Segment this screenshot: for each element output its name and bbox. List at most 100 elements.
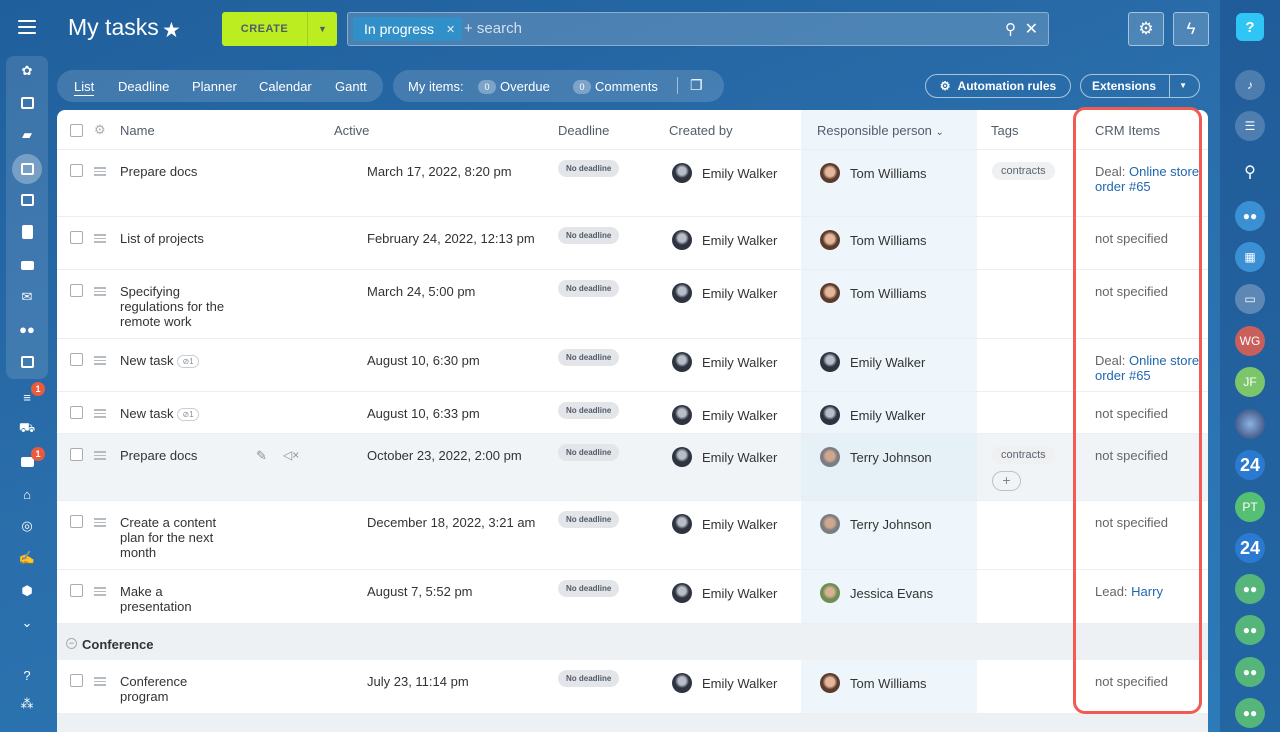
created-by[interactable]: Emily Walker xyxy=(702,676,778,691)
filter-chip[interactable]: In progress ✕ xyxy=(353,17,463,41)
deadline-badge[interactable]: No deadline xyxy=(558,280,620,297)
responsible-person[interactable]: Tom Williams xyxy=(850,233,927,248)
row-checkbox[interactable] xyxy=(70,584,83,597)
avatar-pt[interactable]: PT xyxy=(1235,492,1265,522)
mail-icon[interactable]: ✉ xyxy=(21,289,33,304)
drag-handle-icon[interactable] xyxy=(94,587,106,596)
tag-badge[interactable]: contracts xyxy=(992,162,1055,180)
table-row[interactable]: New task ⊘1 August 10, 6:33 pm No deadlin… xyxy=(57,392,1208,434)
crm-link[interactable]: Online store order #65 xyxy=(1095,164,1200,194)
avatar[interactable] xyxy=(820,514,840,534)
deadline-badge[interactable]: No deadline xyxy=(558,349,620,366)
avatar[interactable] xyxy=(672,352,692,372)
bell-icon[interactable]: ♪ xyxy=(1235,70,1265,100)
created-by[interactable]: Emily Walker xyxy=(702,233,778,248)
task-name[interactable]: New task ⊘1 xyxy=(120,406,199,421)
feed-icon[interactable]: ✿ xyxy=(21,63,33,78)
col-created-by[interactable]: Created by xyxy=(669,123,733,138)
avatar[interactable] xyxy=(820,283,840,303)
task-name[interactable]: Make a presentation xyxy=(120,584,192,614)
deadline-badge[interactable]: No deadline xyxy=(558,511,620,528)
deadline-badge[interactable]: No deadline xyxy=(558,444,620,461)
table-row[interactable]: Specifying regulations for the remote wo… xyxy=(57,270,1208,339)
responsible-person[interactable]: Jessica Evans xyxy=(850,586,934,601)
avatar[interactable] xyxy=(1235,409,1265,439)
row-checkbox[interactable] xyxy=(70,284,83,297)
search-icon[interactable]: ⚲ xyxy=(1005,21,1016,38)
responsible-person[interactable]: Tom Williams xyxy=(850,676,927,691)
deadline-badge[interactable]: No deadline xyxy=(558,160,620,177)
card-icon[interactable]: ▭ xyxy=(1235,284,1265,314)
avatar-jf[interactable]: JF xyxy=(1235,367,1265,397)
row-checkbox[interactable] xyxy=(70,406,83,419)
add-tag-button[interactable]: + xyxy=(992,471,1021,491)
group-icon[interactable]: ●● xyxy=(1235,657,1265,687)
extensions-button[interactable]: Extensions ▼ xyxy=(1080,74,1200,98)
group-icon[interactable]: ●● xyxy=(1235,615,1265,645)
tab-planner[interactable]: Planner xyxy=(192,79,237,94)
avatar[interactable] xyxy=(672,405,692,425)
clear-icon[interactable]: ✕ xyxy=(1024,21,1038,38)
drag-handle-icon[interactable] xyxy=(94,518,106,527)
created-by[interactable]: Emily Walker xyxy=(702,586,778,601)
responsible-person[interactable]: Emily Walker xyxy=(850,408,926,423)
tab-calendar[interactable]: Calendar xyxy=(259,79,312,94)
avatar[interactable] xyxy=(672,283,692,303)
avatar[interactable] xyxy=(820,352,840,372)
avatar[interactable] xyxy=(820,230,840,250)
row-checkbox[interactable] xyxy=(70,353,83,366)
row-checkbox[interactable] xyxy=(70,231,83,244)
chat-icon[interactable]: ▰ xyxy=(22,127,32,142)
avatar[interactable] xyxy=(672,583,692,603)
comments-filter[interactable]: 0 Comments xyxy=(573,79,658,94)
col-active[interactable]: Active xyxy=(334,123,370,138)
chevron-down-icon[interactable]: ▼ xyxy=(318,24,327,34)
table-row[interactable]: Prepare docs ✎ ◁× October 23, 2022, 2:00… xyxy=(57,434,1208,501)
card-icon[interactable] xyxy=(17,352,37,372)
table-row[interactable]: Prepare docs March 17, 2022, 8:20 pm No … xyxy=(57,150,1208,217)
automation-rules-button[interactable]: ⚙ Automation rules xyxy=(925,74,1071,98)
responsible-person[interactable]: Terry Johnson xyxy=(850,450,932,465)
chevron-down-icon[interactable]: ▼ xyxy=(1169,75,1187,97)
drag-handle-icon[interactable] xyxy=(94,167,106,176)
responsible-person[interactable]: Tom Williams xyxy=(850,286,927,301)
avatar[interactable] xyxy=(672,230,692,250)
drag-handle-icon[interactable] xyxy=(94,677,106,686)
menu-icon[interactable] xyxy=(18,20,36,34)
create-button[interactable]: CREATE ▼ xyxy=(222,12,337,46)
box-icon[interactable]: ⬢ xyxy=(21,583,33,598)
col-tags[interactable]: Tags xyxy=(991,123,1019,138)
calendar-icon[interactable] xyxy=(17,190,37,210)
collapse-icon[interactable]: − xyxy=(66,638,77,649)
table-row[interactable]: New task ⊘1 August 10, 6:30 pm No deadlin… xyxy=(57,339,1208,392)
created-by[interactable]: Emily Walker xyxy=(702,166,778,181)
task-name[interactable]: Create a content plan for the next month xyxy=(120,515,217,560)
group-chat-icon[interactable]: ●● xyxy=(1235,201,1265,231)
col-crm[interactable]: CRM Items xyxy=(1095,123,1160,138)
crm-link[interactable]: Online store order #65 xyxy=(1095,353,1200,383)
deadline-badge[interactable]: No deadline xyxy=(558,227,620,244)
group-icon[interactable]: ●● xyxy=(1235,698,1265,728)
news-icon[interactable] xyxy=(17,93,37,113)
table-row[interactable]: Conference program July 23, 11:14 pm No … xyxy=(57,660,1208,714)
responsible-person[interactable]: Terry Johnson xyxy=(850,517,932,532)
task-name[interactable]: New task ⊘1 xyxy=(120,353,199,368)
row-checkbox[interactable] xyxy=(70,674,83,687)
drag-handle-icon[interactable] xyxy=(94,234,106,243)
tasks-icon[interactable] xyxy=(12,154,42,184)
gear-icon[interactable]: ⚙ xyxy=(1128,12,1164,46)
crm-icon[interactable]: ≡ xyxy=(23,389,31,405)
deadline-badge[interactable]: No deadline xyxy=(558,580,620,597)
task-name[interactable]: List of projects xyxy=(120,231,204,246)
row-checkbox[interactable] xyxy=(70,448,83,461)
target-icon[interactable]: ◎ xyxy=(21,518,33,533)
contacts-icon[interactable]: ●● xyxy=(19,321,35,337)
avatar[interactable] xyxy=(672,163,692,183)
table-row[interactable]: List of projects February 24, 2022, 12:1… xyxy=(57,217,1208,270)
tag-badge[interactable]: contracts xyxy=(992,446,1055,464)
col-responsible[interactable]: Responsible person ⌄ xyxy=(817,123,944,138)
mute-icon[interactable]: ◁× xyxy=(283,448,300,462)
table-row[interactable]: Make a presentation August 7, 5:52 pm No… xyxy=(57,570,1208,624)
docs-icon[interactable] xyxy=(17,222,37,242)
task-name[interactable]: Conference program xyxy=(120,674,188,704)
